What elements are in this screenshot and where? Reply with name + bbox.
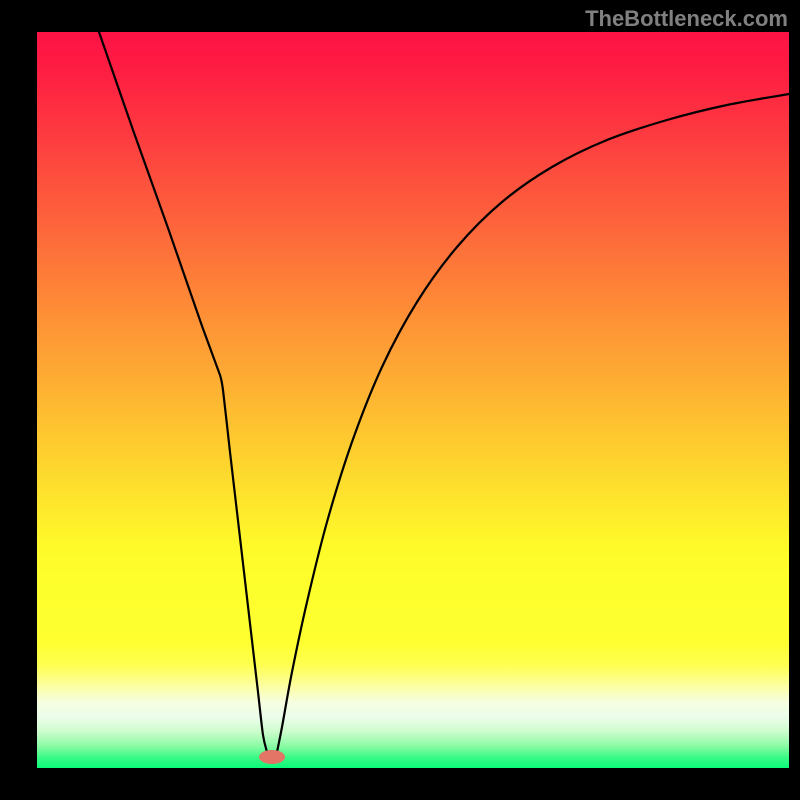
plot-area <box>37 32 789 768</box>
gradient-background <box>37 32 789 768</box>
chart-container: TheBottleneck.com <box>0 0 800 800</box>
watermark-text: TheBottleneck.com <box>585 6 788 32</box>
plot-svg <box>37 32 789 768</box>
marker-ellipse <box>259 750 285 764</box>
